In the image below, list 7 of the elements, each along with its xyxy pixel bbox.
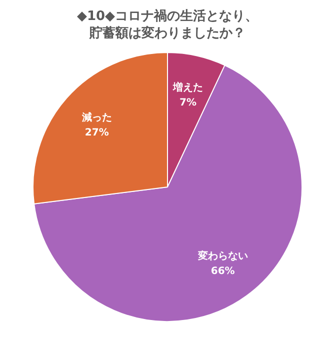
data-label: 66%	[210, 266, 235, 277]
slice-label: 減った	[80, 111, 112, 124]
slice-label: 変わらない	[196, 250, 248, 262]
slice-label: 増えた	[172, 82, 204, 94]
data-label: 27%	[84, 127, 109, 138]
data-label: 7%	[180, 98, 197, 109]
chart-title: ◆10◆コロナ禍の生活となり、貯蓄額は変わりましたか？	[76, 8, 260, 42]
